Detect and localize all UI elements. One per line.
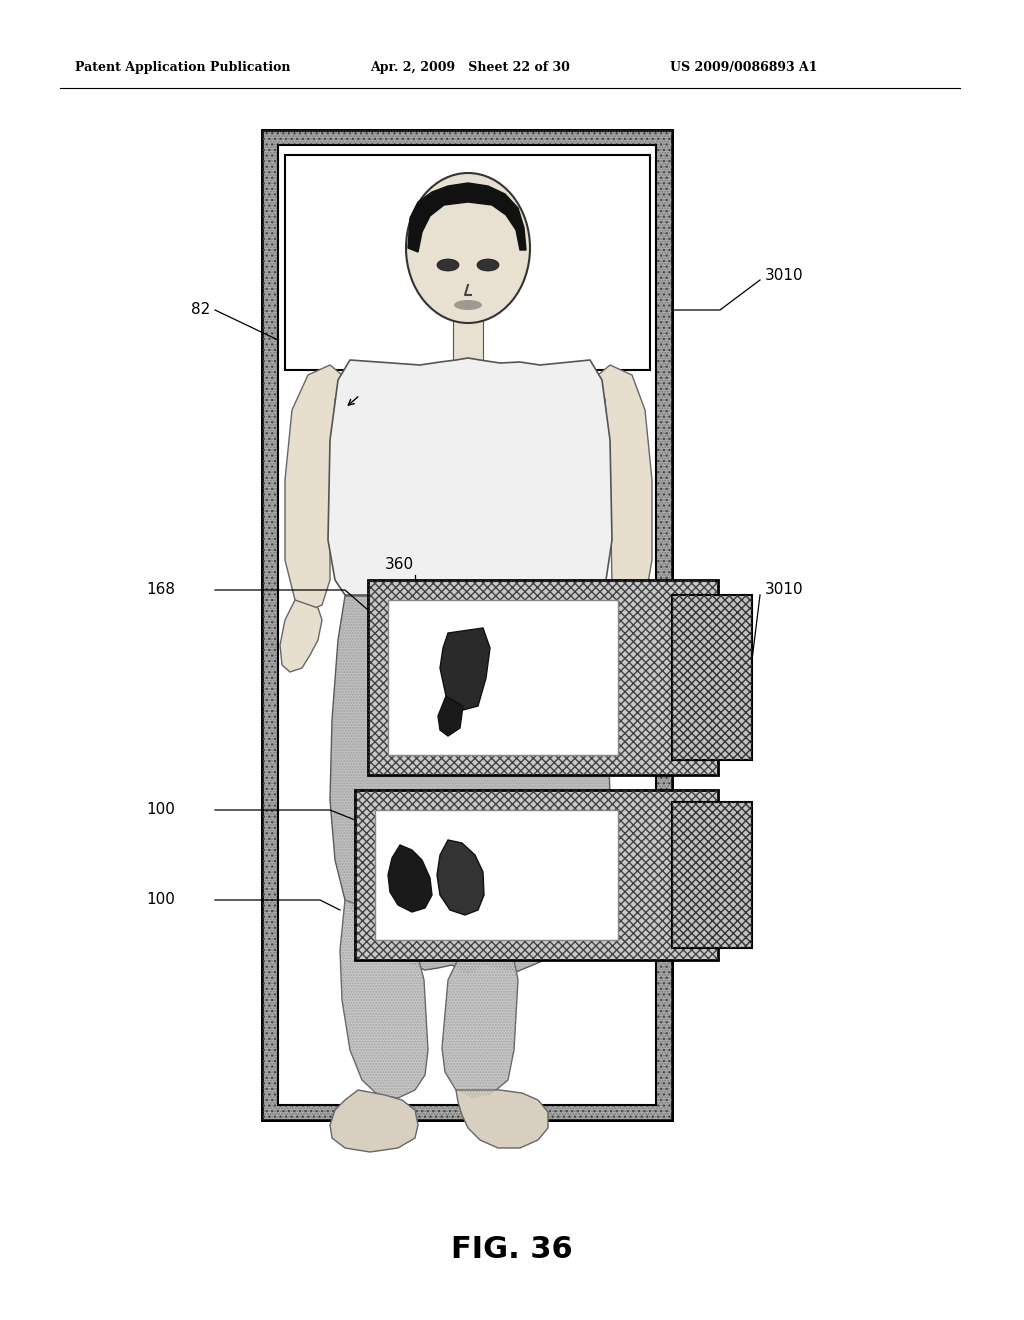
Polygon shape [280,601,322,672]
Polygon shape [408,183,526,252]
Text: 100: 100 [146,892,175,908]
Polygon shape [328,358,612,595]
Bar [262,129,672,1119]
Bar [368,579,718,775]
Bar [285,154,650,370]
Polygon shape [456,1090,548,1148]
Ellipse shape [437,259,459,271]
Polygon shape [440,628,490,710]
Polygon shape [442,900,518,1098]
Ellipse shape [454,300,482,310]
Polygon shape [340,900,428,1098]
Bar [262,129,672,1119]
Bar [368,579,718,775]
Bar [278,145,656,1105]
Polygon shape [330,597,610,975]
Bar [672,595,752,760]
Ellipse shape [477,259,499,271]
Bar [262,129,672,1119]
Polygon shape [285,366,342,610]
Text: 100: 100 [146,803,175,817]
Bar [672,595,752,760]
Bar [262,129,672,1119]
Text: 3010: 3010 [765,268,804,282]
Text: 168: 168 [146,582,175,598]
Polygon shape [388,845,432,912]
Polygon shape [618,601,658,671]
Bar [453,318,483,363]
Text: US 2009/0086893 A1: US 2009/0086893 A1 [670,62,817,74]
Ellipse shape [406,173,530,323]
Text: Apr. 2, 2009   Sheet 22 of 30: Apr. 2, 2009 Sheet 22 of 30 [370,62,570,74]
Bar [375,810,618,940]
Polygon shape [330,1090,418,1152]
Bar [355,789,718,960]
Bar [672,803,752,948]
Text: 82: 82 [190,302,210,318]
Text: 3010: 3010 [765,582,804,598]
Text: Patent Application Publication: Patent Application Publication [75,62,291,74]
Text: FIG. 36: FIG. 36 [452,1236,572,1265]
Bar [672,803,752,948]
Polygon shape [437,840,484,915]
Text: 360: 360 [385,557,414,572]
Polygon shape [598,366,652,612]
Polygon shape [438,696,463,737]
Bar [388,601,618,755]
Bar [355,789,718,960]
